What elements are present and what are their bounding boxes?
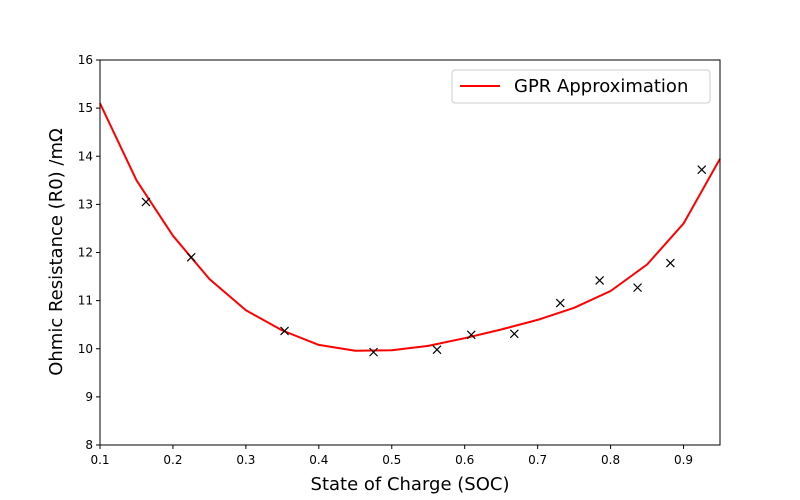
gpr-approximation-line (99, 102, 721, 352)
y-tick-label: 12 (78, 246, 93, 260)
y-tick-label: 14 (78, 149, 93, 163)
data-point-marker (665, 258, 675, 268)
data-point-marker (141, 197, 151, 207)
data-point-marker (280, 326, 289, 336)
data-point-marker (555, 298, 565, 308)
y-tick-label: 8 (85, 438, 93, 452)
x-tick-label: 0.8 (601, 453, 620, 467)
y-axis-title: Ohmic Resistance (R0) /mΩ (46, 128, 67, 376)
data-point-marker (697, 165, 707, 175)
x-tick-label: 0.5 (382, 453, 401, 467)
x-tick-label: 0.2 (163, 453, 182, 467)
data-point-marker (432, 345, 442, 355)
y-tick-label: 13 (78, 197, 93, 211)
x-tick-label: 0.6 (455, 453, 474, 467)
data-point-marker (186, 252, 196, 262)
y-tick-label: 15 (78, 101, 93, 115)
x-axis-ticks: 0.1 0.2 0.3 0.4 0.5 0.6 0.7 0.8 0.9 (90, 445, 693, 467)
x-tick-label: 0.3 (236, 453, 255, 467)
y-tick-label: 11 (78, 294, 93, 308)
data-point-marker (369, 347, 378, 357)
y-tick-label: 10 (78, 342, 93, 356)
y-tick-label: 9 (85, 390, 93, 404)
data-point-marker (466, 330, 476, 340)
data-point-marker (509, 329, 519, 339)
x-axis-title: State of Charge (SOC) (311, 474, 510, 495)
legend-box (451, 69, 711, 104)
legend: GPR Approximation (451, 69, 711, 104)
x-tick-label: 0.7 (528, 453, 547, 467)
curve-layer (99, 102, 721, 352)
x-tick-label: 0.1 (90, 453, 109, 467)
x-tick-label: 0.9 (674, 453, 693, 467)
data-point-marker (633, 283, 643, 293)
y-tick-label: 16 (78, 53, 93, 67)
legend-label-gpr: GPR Approximation (514, 76, 688, 97)
y-axis-ticks: 8 9 10 11 12 13 14 15 16 (78, 53, 100, 452)
marker-layer (141, 165, 707, 357)
plot-area (100, 60, 720, 445)
data-point-marker (595, 275, 605, 285)
x-tick-label: 0.4 (309, 453, 328, 467)
